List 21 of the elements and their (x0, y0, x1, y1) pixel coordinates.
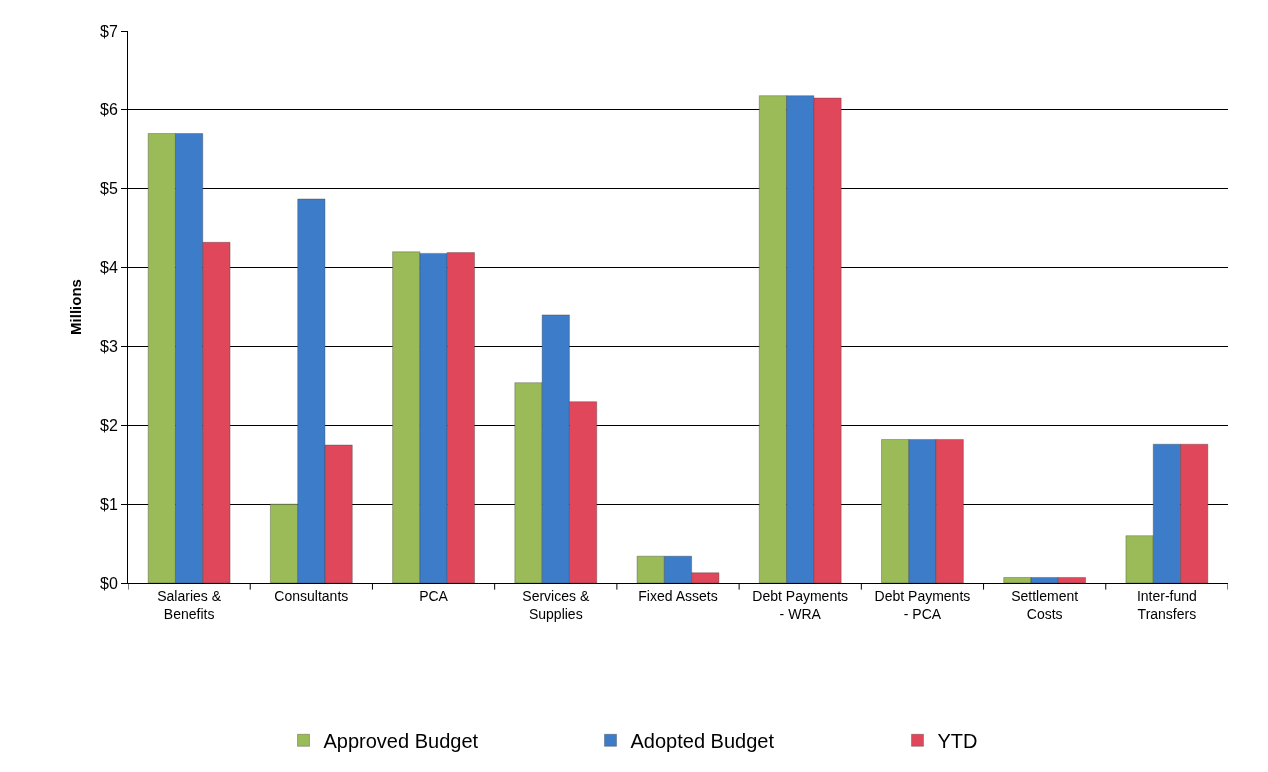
legend-label: Adopted Budget (630, 730, 775, 753)
y-tick-label: $6 (100, 101, 118, 119)
y-tick-label: $7 (100, 22, 118, 40)
legend-label: Approved Budget (323, 730, 479, 753)
y-tick-label: $5 (100, 180, 118, 198)
x-tick-label: Fixed Assets (638, 587, 718, 604)
y-axis-title: Millions (67, 279, 85, 335)
x-tick-label: Settlement Costs (1011, 587, 1079, 622)
legend-label: YTD (937, 730, 978, 753)
x-tick-label: Services & Supplies (522, 587, 590, 622)
x-tick-label: Debt Payments - WRA (752, 587, 849, 622)
x-tick-label: Consultants (274, 587, 349, 604)
y-tick-label: $0 (100, 574, 118, 592)
y-tick-label: $4 (100, 259, 118, 277)
x-tick-label: Salaries & Benefits (157, 587, 222, 622)
y-tick-label: $2 (100, 416, 118, 434)
x-tick-label: Inter-fund Transfers (1136, 587, 1197, 622)
y-tick-label: $1 (100, 495, 118, 513)
x-tick-label: Debt Payments - PCA (874, 587, 971, 622)
y-tick-label: $3 (100, 338, 118, 356)
x-tick-label: PCA (419, 587, 449, 604)
